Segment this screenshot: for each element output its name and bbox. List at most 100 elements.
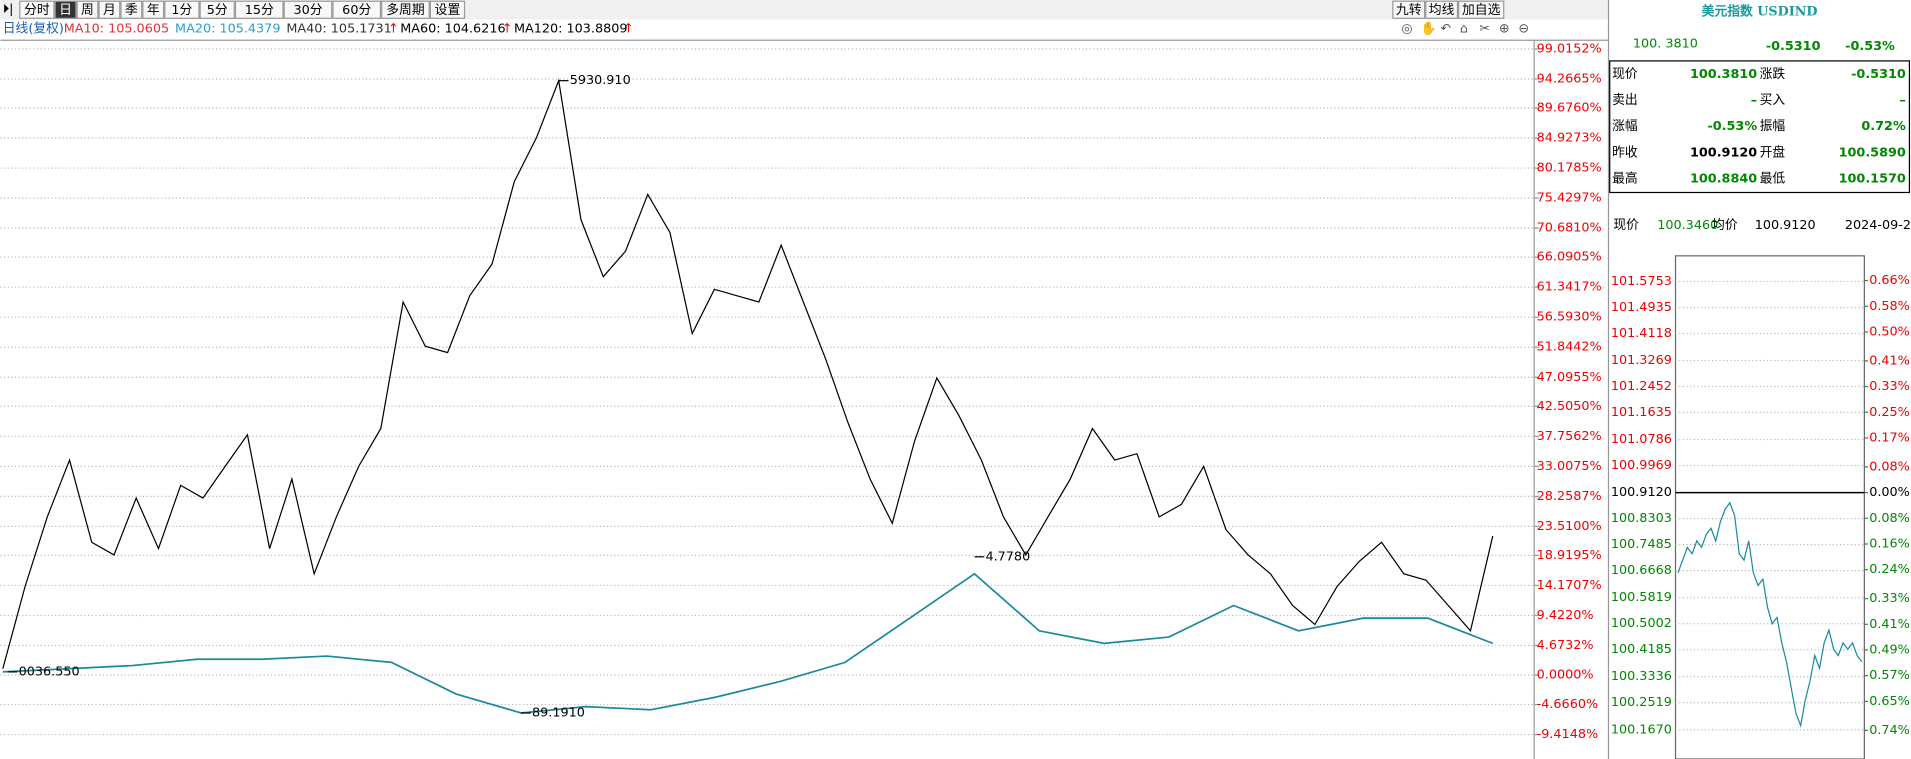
toolbar-button[interactable] — [234, 0, 284, 19]
intraday-y-label: 100.3336 — [1611, 669, 1672, 684]
toolbar-button-label: 30分 — [293, 3, 322, 18]
intraday-y2-label: 0.41% — [1869, 353, 1910, 368]
toolbar-right-button[interactable] — [1425, 0, 1459, 19]
compare-line — [2, 572, 1494, 714]
tool-icon[interactable]: ✂ — [1479, 22, 1490, 37]
toolbar-button[interactable] — [76, 0, 99, 19]
intraday-y2-label: 0.08% — [1869, 459, 1910, 474]
ma-arrow: ↑ — [388, 22, 399, 37]
toolbar-right-button[interactable] — [1458, 0, 1505, 19]
intraday-y2-label: 0.74% — [1869, 723, 1910, 738]
intraday-y-label: 101.4935 — [1611, 300, 1672, 315]
quote-key: 昨收 — [1612, 145, 1638, 160]
toolbar-button-label: 日 — [59, 3, 72, 18]
intraday-header: 2024-09-27 — [1845, 218, 1911, 233]
y-tick-label: 33.0075% — [1537, 459, 1602, 474]
intraday-header: 100.9120 — [1755, 218, 1816, 233]
toolbar-button[interactable] — [164, 0, 200, 19]
intraday-y2-label: 0.49% — [1869, 643, 1910, 658]
quote-key: 现价 — [1612, 67, 1638, 82]
intraday-y-label: 100.7485 — [1611, 537, 1672, 552]
quote-percent: -0.53% — [1845, 39, 1895, 54]
quote-key: 买入 — [1760, 93, 1786, 108]
toolbar-button[interactable] — [19, 0, 55, 19]
toolbar-arrow-icon[interactable]: ⏵| — [3, 2, 14, 17]
y-tick-label: 61.3417% — [1537, 280, 1602, 295]
quote-value: – — [1751, 93, 1757, 108]
quote-price: 100. 3810 — [1633, 36, 1698, 51]
toolbar-button[interactable] — [120, 0, 143, 19]
tool-icon[interactable]: ✋ — [1421, 21, 1437, 37]
toolbar-button[interactable] — [142, 0, 165, 19]
y-tick-label: 84.9273% — [1537, 131, 1602, 146]
quote-key: 涨跌 — [1760, 66, 1786, 82]
toolbar-right-label: 均线 — [1429, 3, 1455, 18]
toolbar-button[interactable] — [283, 0, 333, 19]
y-tick-label: 99.0152% — [1537, 41, 1602, 56]
tool-icon[interactable]: ⌂ — [1460, 22, 1468, 37]
toolbar-button-label: 年 — [147, 3, 160, 18]
intraday-y2-label: 0.58% — [1869, 299, 1910, 314]
quote-key: 最高 — [1612, 171, 1638, 187]
price-line — [2, 78, 1494, 669]
quote-value: -0.53% — [1707, 119, 1757, 134]
intraday-y-label: 101.3269 — [1611, 353, 1672, 368]
y-tick-label: -9.4148% — [1537, 727, 1598, 742]
quote-box — [1609, 60, 1911, 194]
toolbar-button-label: 季 — [125, 3, 138, 18]
toolbar-button[interactable] — [381, 0, 430, 19]
toolbar-button-label: 5分 — [207, 3, 228, 18]
y-tick-label: 42.5050% — [1537, 399, 1602, 414]
tool-icon[interactable]: ↶ — [1440, 22, 1451, 37]
ma-label: MA60: 104.6216 — [400, 22, 505, 37]
y-tick-label: 23.5100% — [1537, 519, 1602, 534]
quote-value: 100.9120 — [1690, 145, 1757, 160]
toolbar-button[interactable] — [429, 0, 466, 19]
toolbar-button-label: 15分 — [245, 3, 274, 18]
quote-value: 100.5890 — [1839, 145, 1906, 160]
ma-label: MA10: 105.0605 — [64, 22, 169, 37]
intraday-y2-label: 0.33% — [1869, 591, 1910, 606]
intraday-y-label: 100.8303 — [1611, 511, 1672, 526]
intraday-y-label: 101.0786 — [1611, 432, 1672, 447]
y-tick-label: 75.4297% — [1537, 191, 1602, 206]
intraday-y2-label: 0.33% — [1869, 379, 1910, 394]
toolbar-button[interactable] — [54, 0, 77, 19]
quote-key: 开盘 — [1760, 144, 1786, 160]
ma-label: MA20: 105.4379 — [175, 22, 280, 37]
intraday-y2-label: 0.50% — [1869, 324, 1910, 339]
quote-key: 涨幅 — [1612, 119, 1638, 134]
y-tick-label: 18.9195% — [1537, 548, 1602, 563]
y-tick-label: 0.0000% — [1537, 668, 1594, 683]
y-tick-label: 37.7562% — [1537, 429, 1602, 444]
y-tick-label: 9.4220% — [1537, 608, 1594, 623]
toolbar-right-label: 九转 — [1396, 3, 1422, 18]
intraday-y2-label: 0.24% — [1869, 562, 1910, 577]
quote-value: – — [1899, 93, 1905, 108]
quote-key: 振幅 — [1760, 119, 1786, 134]
toolbar-right-label: 加自选 — [1462, 3, 1501, 18]
toolbar-button[interactable] — [332, 0, 382, 19]
toolbar-button-label: 1分 — [171, 3, 192, 18]
toolbar-button-label: 多周期 — [386, 3, 424, 18]
quote-value: 100.8840 — [1690, 172, 1757, 187]
toolbar-right-button[interactable] — [1392, 0, 1426, 19]
intraday-header: 均价 — [1712, 218, 1738, 233]
toolbar-button[interactable] — [199, 0, 235, 19]
tool-icon[interactable]: ◎ — [1401, 22, 1412, 37]
intraday-y-label: 101.1635 — [1611, 405, 1672, 420]
intraday-y-label: 100.9969 — [1611, 458, 1672, 473]
tool-icon[interactable]: ⊕ — [1499, 22, 1510, 37]
intraday-line — [1677, 501, 1863, 728]
quote-value: -0.5310 — [1851, 67, 1906, 82]
ma-arrow: ↑ — [623, 22, 634, 37]
intraday-y2-label: 0.41% — [1869, 617, 1910, 632]
intraday-box — [1674, 255, 1865, 759]
intraday-y2-label: 0.16% — [1869, 536, 1910, 551]
y-tick-label: 47.0955% — [1537, 370, 1602, 385]
intraday-y2-label: 0.25% — [1869, 405, 1910, 420]
toolbar-button[interactable] — [98, 0, 121, 19]
intraday-y2-label: 0.17% — [1869, 430, 1910, 445]
tool-icon[interactable]: ⊖ — [1518, 22, 1529, 37]
